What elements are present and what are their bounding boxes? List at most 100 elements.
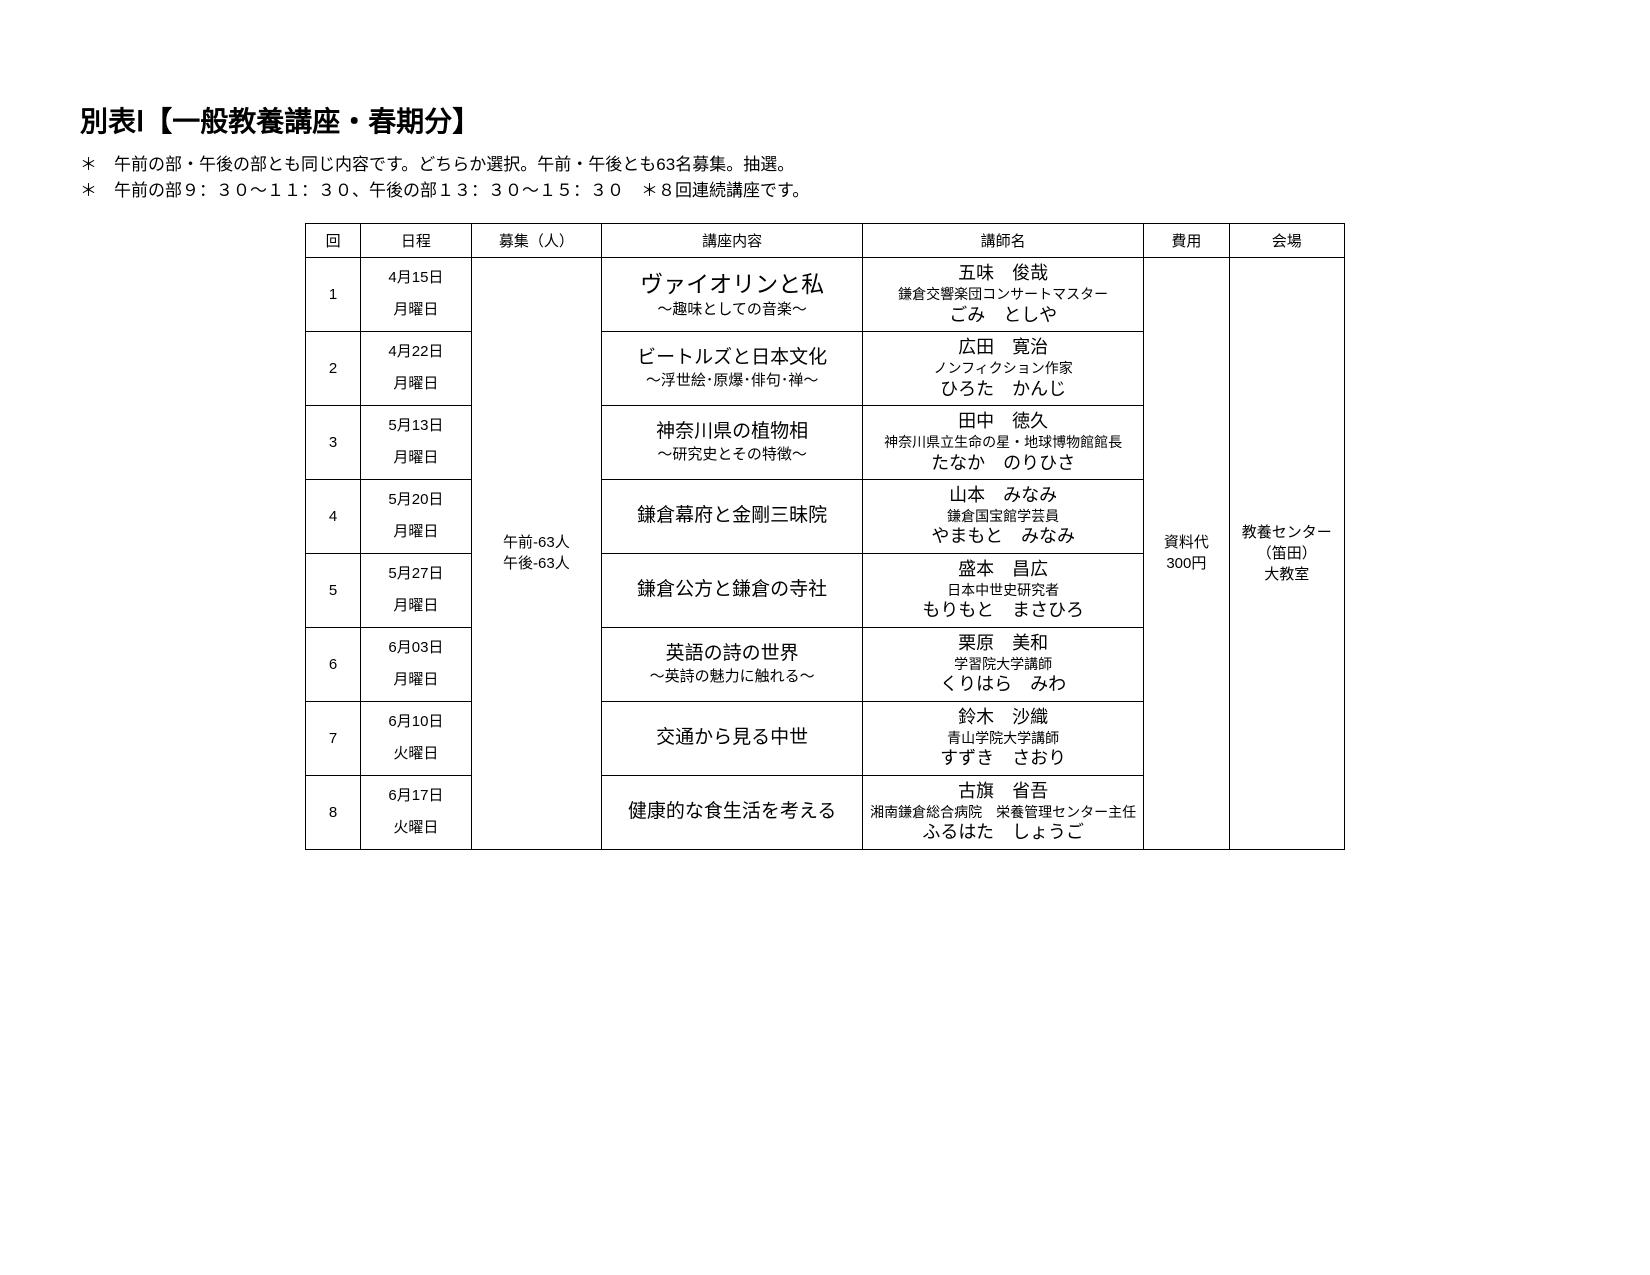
cell-date: 5月13日月曜日 [361, 405, 471, 479]
content-title: 鎌倉公方と鎌倉の寺社 [606, 578, 858, 603]
cell-date: 4月15日月曜日 [361, 258, 471, 332]
content-title: 鎌倉幕府と金剛三昧院 [606, 504, 858, 529]
page-title: 別表Ⅰ【一般教養講座・春期分】 [80, 100, 1570, 140]
lecturer-name: 栗原 美和 [867, 632, 1139, 655]
lecturer-reading: たなか のりひさ [867, 452, 1139, 475]
date-value: 5月13日 [365, 417, 466, 449]
schedule-table: 回 日程 募集（人） 講座内容 講師名 費用 会場 14月15日月曜日午前-63… [305, 223, 1345, 850]
lecturer-name: 広田 寛治 [867, 336, 1139, 359]
notes-section: 午前の部・午後の部とも同じ内容です。どちらか選択。午前・午後とも63名募集。抽選… [80, 152, 1570, 203]
day-value: 月曜日 [365, 375, 466, 393]
cell-lecturer: 広田 寛治ノンフィクション作家ひろた かんじ [863, 331, 1144, 405]
venue-line: 教養センター [1234, 522, 1340, 543]
cell-date: 5月27日月曜日 [361, 553, 471, 627]
lecturer-org: 湘南鎌倉総合病院 栄養管理センター主任 [867, 803, 1139, 821]
content-title: 英語の詩の世界 [606, 642, 858, 667]
table-body: 14月15日月曜日午前-63人午後-63人ヴァイオリンと私～趣味としての音楽～五… [306, 258, 1345, 850]
cell-content: 鎌倉幕府と金剛三昧院 [602, 479, 863, 553]
lecturer-org: ノンフィクション作家 [867, 359, 1139, 377]
cell-lecturer: 盛本 昌広日本中世史研究者もりもと まさひろ [863, 553, 1144, 627]
cell-num: 6 [306, 627, 361, 701]
cell-lecturer: 山本 みなみ鎌倉国宝館学芸員やまもと みなみ [863, 479, 1144, 553]
lecturer-reading: すずき さおり [867, 747, 1139, 770]
lecturer-name: 田中 徳久 [867, 410, 1139, 433]
day-value: 月曜日 [365, 671, 466, 689]
day-value: 火曜日 [365, 819, 466, 837]
content-sub: ～趣味としての音楽～ [606, 300, 858, 320]
cell-content: ヴァイオリンと私～趣味としての音楽～ [602, 258, 863, 332]
content-title: ビートルズと日本文化 [606, 346, 858, 371]
note-line: 午前の部９：３０～１１：３０、午後の部１３：３０～１５：３０ ＊８回連続講座です… [80, 178, 1570, 204]
fee-line: 資料代 [1148, 532, 1224, 553]
content-title: 健康的な食生活を考える [606, 800, 858, 825]
note-line: 午前の部・午後の部とも同じ内容です。どちらか選択。午前・午後とも63名募集。抽選… [80, 152, 1570, 178]
lecturer-reading: もりもと まさひろ [867, 599, 1139, 622]
header-date: 日程 [361, 224, 471, 258]
cell-venue: 教養センター（笛田）大教室 [1229, 258, 1344, 850]
day-value: 月曜日 [365, 449, 466, 467]
cell-date: 6月17日火曜日 [361, 775, 471, 849]
cell-fee: 資料代300円 [1144, 258, 1229, 850]
lecturer-name: 五味 俊哉 [867, 262, 1139, 285]
cell-num: 1 [306, 258, 361, 332]
table-header-row: 回 日程 募集（人） 講座内容 講師名 費用 会場 [306, 224, 1345, 258]
capacity-line: 午前-63人 [476, 532, 598, 553]
date-value: 4月22日 [365, 343, 466, 375]
cell-lecturer: 田中 徳久神奈川県立生命の星・地球博物館館長たなか のりひさ [863, 405, 1144, 479]
content-title: 交通から見る中世 [606, 726, 858, 751]
cell-num: 4 [306, 479, 361, 553]
header-lecturer: 講師名 [863, 224, 1144, 258]
cell-date: 6月03日月曜日 [361, 627, 471, 701]
header-fee: 費用 [1144, 224, 1229, 258]
cell-num: 7 [306, 701, 361, 775]
cell-content: ビートルズと日本文化～浮世絵･原爆･俳句･禅～ [602, 331, 863, 405]
lecturer-org: 日本中世史研究者 [867, 581, 1139, 599]
lecturer-reading: やまもと みなみ [867, 525, 1139, 548]
header-content: 講座内容 [602, 224, 863, 258]
lecturer-org: 鎌倉交響楽団コンサートマスター [867, 285, 1139, 303]
venue-line: （笛田） [1234, 543, 1340, 564]
lecturer-name: 盛本 昌広 [867, 558, 1139, 581]
cell-num: 5 [306, 553, 361, 627]
table-row: 14月15日月曜日午前-63人午後-63人ヴァイオリンと私～趣味としての音楽～五… [306, 258, 1345, 332]
cell-num: 3 [306, 405, 361, 479]
lecturer-name: 古旗 省吾 [867, 780, 1139, 803]
header-num: 回 [306, 224, 361, 258]
content-title: 神奈川県の植物相 [606, 420, 858, 445]
header-venue: 会場 [1229, 224, 1344, 258]
cell-content: 英語の詩の世界～英詩の魅力に触れる～ [602, 627, 863, 701]
content-title: ヴァイオリンと私 [606, 270, 858, 300]
cell-content: 鎌倉公方と鎌倉の寺社 [602, 553, 863, 627]
lecturer-name: 鈴木 沙織 [867, 706, 1139, 729]
date-value: 6月17日 [365, 787, 466, 819]
cell-capacity: 午前-63人午後-63人 [471, 258, 602, 850]
cell-date: 4月22日月曜日 [361, 331, 471, 405]
cell-lecturer: 鈴木 沙織青山学院大学講師すずき さおり [863, 701, 1144, 775]
date-value: 5月20日 [365, 491, 466, 523]
header-capacity: 募集（人） [471, 224, 602, 258]
cell-content: 交通から見る中世 [602, 701, 863, 775]
cell-content: 神奈川県の植物相～研究史とその特徴～ [602, 405, 863, 479]
cell-lecturer: 栗原 美和学習院大学講師くりはら みわ [863, 627, 1144, 701]
lecturer-org: 神奈川県立生命の星・地球博物館館長 [867, 433, 1139, 451]
lecturer-reading: ごみ としや [867, 304, 1139, 327]
day-value: 月曜日 [365, 523, 466, 541]
date-value: 5月27日 [365, 565, 466, 597]
cell-lecturer: 古旗 省吾湘南鎌倉総合病院 栄養管理センター主任ふるはた しょうご [863, 775, 1144, 849]
content-sub: ～研究史とその特徴～ [606, 445, 858, 465]
fee-line: 300円 [1148, 553, 1224, 574]
cell-date: 6月10日火曜日 [361, 701, 471, 775]
lecturer-reading: ふるはた しょうご [867, 821, 1139, 844]
content-sub: ～浮世絵･原爆･俳句･禅～ [606, 371, 858, 391]
lecturer-org: 鎌倉国宝館学芸員 [867, 507, 1139, 525]
cell-num: 8 [306, 775, 361, 849]
content-sub: ～英詩の魅力に触れる～ [606, 667, 858, 687]
date-value: 6月10日 [365, 713, 466, 745]
capacity-line: 午後-63人 [476, 553, 598, 574]
cell-date: 5月20日月曜日 [361, 479, 471, 553]
day-value: 火曜日 [365, 745, 466, 763]
cell-content: 健康的な食生活を考える [602, 775, 863, 849]
venue-line: 大教室 [1234, 564, 1340, 585]
lecturer-reading: くりはら みわ [867, 673, 1139, 696]
cell-lecturer: 五味 俊哉鎌倉交響楽団コンサートマスターごみ としや [863, 258, 1144, 332]
